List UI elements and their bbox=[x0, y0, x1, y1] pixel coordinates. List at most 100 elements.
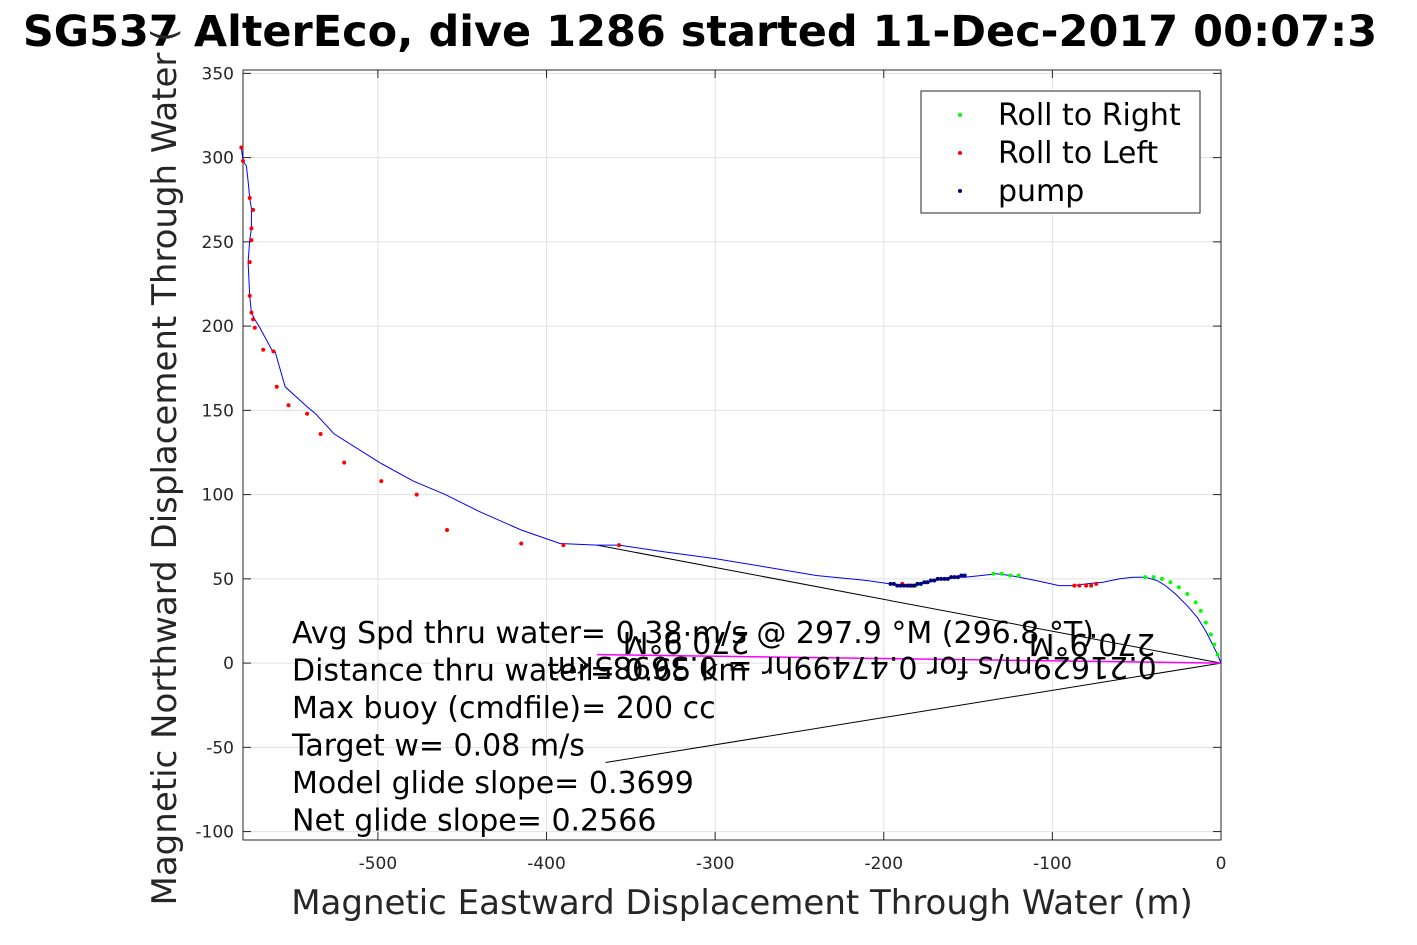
summary-line: Target w= 0.08 m/s bbox=[291, 729, 585, 764]
pump-point bbox=[901, 583, 906, 588]
roll-right-point bbox=[1143, 575, 1148, 580]
roll-left-point bbox=[379, 479, 384, 484]
legend-marker-pump bbox=[958, 189, 962, 193]
pump-point bbox=[928, 578, 933, 583]
y-tick-label: 0 bbox=[223, 654, 234, 674]
pump-point bbox=[918, 581, 923, 586]
legend-label: Roll to Left bbox=[998, 136, 1158, 171]
roll-left-point bbox=[617, 543, 622, 548]
axes-box bbox=[242, 69, 1222, 841]
roll-left-point bbox=[445, 527, 450, 532]
roll-left-point bbox=[286, 403, 291, 408]
current-vector-line bbox=[597, 653, 1222, 664]
summary-line: Avg Spd thru water= 0.38 m/s @ 297.9 °M … bbox=[292, 616, 1094, 651]
roll-left-point bbox=[318, 431, 323, 436]
roll-left-point bbox=[305, 411, 310, 416]
roll-left-point bbox=[239, 145, 244, 150]
roll-right-point bbox=[1203, 620, 1208, 625]
roll-right-point bbox=[1193, 600, 1198, 605]
legend-box bbox=[920, 90, 1201, 214]
roll-right-point bbox=[1151, 575, 1156, 580]
roll-right-point bbox=[1212, 642, 1217, 647]
x-tick-label: -300 bbox=[696, 854, 735, 874]
pump-point bbox=[925, 580, 930, 585]
y-tick-label: -50 bbox=[206, 738, 234, 758]
y-tick-label: 250 bbox=[202, 233, 234, 253]
x-tick-label: -500 bbox=[359, 854, 398, 874]
current-vector-annotations: 0.21629m/s for 0.47499hr = 0.36985km270.… bbox=[547, 624, 1157, 684]
roll-left-point bbox=[274, 384, 279, 389]
roll-right-point bbox=[991, 571, 996, 576]
pump-point bbox=[959, 573, 964, 578]
roll-right-point bbox=[1215, 652, 1220, 657]
current-heading-label-2: 270.9°M bbox=[1029, 626, 1156, 661]
pump-point bbox=[942, 576, 947, 581]
y-tick-label: 350 bbox=[202, 64, 234, 84]
y-tick-label: 50 bbox=[212, 570, 234, 590]
pump-point bbox=[932, 578, 937, 583]
roll-left-point bbox=[561, 543, 566, 548]
roll-left-point bbox=[342, 460, 347, 465]
roll-left-point bbox=[252, 325, 257, 330]
y-tick-label: 200 bbox=[202, 317, 234, 337]
current-speed-label: 0.21629m/s for 0.47499hr = 0.36985km bbox=[547, 649, 1157, 684]
x-tick-label: -100 bbox=[1033, 854, 1072, 874]
legend-label: Roll to Right bbox=[998, 98, 1181, 133]
roll-left-point bbox=[249, 226, 254, 231]
y-tick-label: 150 bbox=[202, 401, 234, 421]
y-axis-label: Magnetic Northward Displacement Through … bbox=[145, 29, 185, 906]
roll-left-point bbox=[249, 310, 254, 315]
pump-point bbox=[922, 580, 927, 585]
roll-left-point bbox=[1072, 583, 1077, 588]
roll-left-point bbox=[271, 349, 276, 354]
chart-title: SG537 AlterEco, dive 1286 started 11-Dec… bbox=[23, 7, 1377, 57]
roll-left-point bbox=[247, 196, 252, 201]
roll-left-point bbox=[241, 158, 245, 163]
pump-point bbox=[912, 583, 917, 588]
roll-right-point bbox=[999, 571, 1004, 576]
roll-right-point bbox=[1168, 580, 1173, 585]
pump-point bbox=[891, 581, 896, 586]
plot-data bbox=[239, 145, 1222, 763]
x-tick-label: 0 bbox=[1216, 854, 1227, 874]
pump-point bbox=[905, 583, 910, 588]
summary-line: Max buoy (cmdfile)= 200 cc bbox=[292, 691, 716, 726]
roll-right-point bbox=[1208, 632, 1213, 637]
roll-right-point bbox=[1016, 573, 1021, 578]
roll-left-point bbox=[519, 541, 524, 546]
roll-left-point bbox=[414, 492, 419, 497]
axis-ticks: -500 -400 -300 -200 -100 0-100-50050100150200… bbox=[195, 64, 1226, 874]
y-tick-label: -100 bbox=[195, 823, 234, 843]
roll-left-point bbox=[1084, 583, 1089, 588]
legend-label: pump bbox=[998, 174, 1084, 209]
y-tick-label: 300 bbox=[202, 149, 234, 169]
x-tick-label: -200 bbox=[864, 854, 903, 874]
pump-point bbox=[895, 583, 900, 588]
roll-right-point bbox=[1198, 608, 1203, 613]
pump-point bbox=[908, 583, 913, 588]
pump-point bbox=[915, 581, 920, 586]
pump-point bbox=[898, 583, 903, 588]
dive-track-line bbox=[240, 147, 1222, 664]
pump-point bbox=[949, 575, 954, 580]
roll-left-point bbox=[261, 347, 266, 352]
dive-summary-annotations: Avg Spd thru water= 0.38 m/s @ 297.9 °M … bbox=[291, 616, 1094, 839]
roll-left-point bbox=[247, 260, 252, 265]
roll-left-point bbox=[1077, 583, 1082, 588]
pump-point bbox=[939, 576, 944, 581]
roll-right-point bbox=[1185, 592, 1190, 597]
x-axis-label: Magnetic Eastward Displacement Through W… bbox=[291, 883, 1193, 923]
roll-left-point bbox=[251, 207, 256, 212]
current-heading-label: 270.9°M bbox=[623, 624, 750, 659]
velocity-vector-line bbox=[605, 662, 1222, 763]
roll-left-point bbox=[251, 317, 256, 322]
velocity-vector-line bbox=[597, 544, 1222, 664]
roll-right-point bbox=[1176, 585, 1181, 590]
pump-point bbox=[935, 576, 940, 581]
summary-line: Net glide slope= 0.2566 bbox=[292, 804, 656, 839]
summary-line: Distance thru water= 0.65 km bbox=[292, 654, 747, 689]
roll-left-point bbox=[1094, 581, 1099, 586]
roll-left-point bbox=[247, 293, 252, 298]
